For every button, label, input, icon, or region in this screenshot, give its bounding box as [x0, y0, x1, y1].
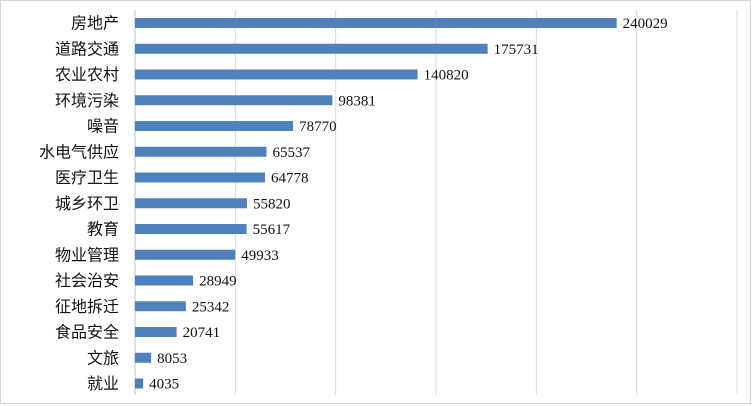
data-label: 20741	[183, 325, 221, 341]
category-label: 农业农村	[55, 65, 119, 84]
data-label: 175731	[494, 42, 539, 58]
bar	[135, 301, 186, 312]
category-label: 道路交通	[55, 39, 119, 58]
bar	[135, 18, 617, 28]
bar	[135, 352, 152, 363]
bar	[135, 327, 177, 337]
bar	[135, 95, 333, 106]
data-label: 78770	[299, 119, 337, 135]
category-label: 教育	[87, 220, 119, 239]
data-label: 25342	[192, 299, 230, 315]
bar	[135, 43, 488, 54]
data-label: 55617	[253, 222, 291, 238]
category-label: 医疗卫生	[55, 168, 119, 187]
category-label: 征地拆迁	[55, 297, 119, 316]
bar	[135, 224, 247, 234]
bar	[135, 198, 248, 209]
data-label: 64778	[271, 171, 309, 187]
bars	[135, 18, 617, 389]
bar	[135, 275, 194, 286]
category-label: 噪音	[87, 117, 119, 136]
data-label: 140820	[424, 68, 469, 84]
category-label: 社会治安	[55, 271, 119, 290]
category-label: 文旅	[87, 348, 119, 367]
category-label: 环境污染	[55, 91, 119, 110]
data-label: 8053	[157, 351, 187, 367]
data-label: 65537	[273, 145, 311, 161]
data-label: 98381	[338, 93, 376, 109]
bar	[135, 69, 418, 80]
category-label: 房地产	[71, 14, 119, 33]
category-label: 物业管理	[55, 245, 119, 264]
bar	[135, 378, 144, 389]
data-label: 28949	[199, 274, 237, 290]
data-label: 4035	[149, 377, 179, 393]
data-label: 240029	[623, 16, 668, 32]
bar	[135, 146, 267, 157]
gridlines	[234, 10, 738, 395]
category-label: 水电气供应	[39, 142, 119, 161]
bar	[135, 249, 236, 260]
data-label: 55820	[253, 196, 291, 212]
category-labels: 房地产道路交通农业农村环境污染噪音水电气供应医疗卫生城乡环卫教育物业管理社会治安…	[39, 14, 119, 394]
category-label: 城乡环卫	[55, 194, 119, 213]
bar	[135, 121, 294, 131]
category-label: 食品安全	[55, 323, 119, 342]
bar	[135, 172, 265, 183]
data-label: 49933	[241, 248, 279, 264]
category-label: 就业	[87, 374, 119, 393]
